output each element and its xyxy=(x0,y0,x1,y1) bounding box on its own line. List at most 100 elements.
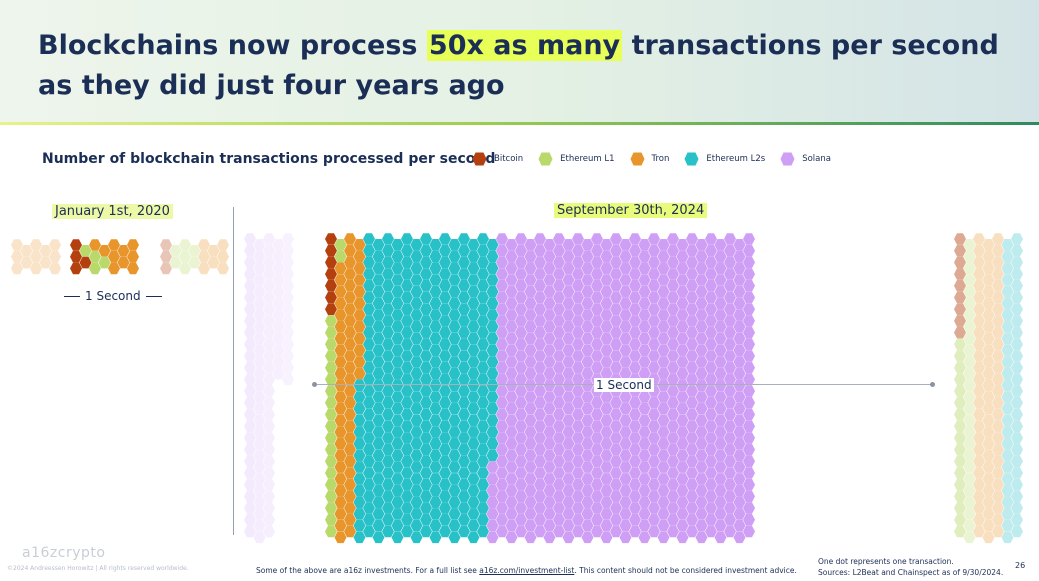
hex-solana xyxy=(695,414,708,427)
hex-solana xyxy=(724,478,736,491)
hex-solana xyxy=(572,291,584,304)
hex-solana xyxy=(714,414,727,427)
hex-ethereum-l2s xyxy=(353,484,366,497)
hex-solana xyxy=(619,250,632,263)
hex-bitcoin xyxy=(325,256,337,269)
hex-ethereum-l1 xyxy=(325,420,337,432)
hex-solana-faded xyxy=(253,449,266,462)
hex-solana xyxy=(581,297,594,310)
hex-solana xyxy=(724,490,736,503)
hex-ethereum-l2s xyxy=(467,332,480,345)
hex-solana-faded xyxy=(253,426,266,438)
hex-solana xyxy=(496,373,508,386)
hex-solana xyxy=(534,244,546,257)
hex-tron-faded xyxy=(982,473,995,485)
hex-ethereum-l2s xyxy=(363,256,375,269)
hex-tron-faded xyxy=(992,443,1004,456)
hex-ethereum-l2s xyxy=(382,443,394,456)
hex-solana xyxy=(619,437,632,450)
hex-bitcoin xyxy=(79,256,92,269)
disclaimer-text: Some of the above are a16z investments. … xyxy=(256,566,480,575)
hex-ethereum-l2s-faded xyxy=(1001,356,1014,368)
legend-item-bitcoin: Bitcoin xyxy=(472,152,523,166)
hex-solana xyxy=(534,385,546,397)
hex-solana xyxy=(714,519,727,532)
hex-solana xyxy=(714,344,727,356)
hex-ethereum-l2s xyxy=(458,525,470,538)
hex-ethereum-l2s xyxy=(420,443,432,456)
hex-tron xyxy=(344,467,356,479)
hex-tron-faded xyxy=(973,373,985,386)
hex-solana xyxy=(515,350,527,362)
hex-solana xyxy=(648,326,660,339)
hex-ethereum-l2s xyxy=(391,250,404,263)
hex-solana-faded xyxy=(282,244,294,257)
hex-solana xyxy=(581,402,594,415)
hex-ethereum-l2s xyxy=(467,239,480,251)
hex-ethereum-l2s xyxy=(429,344,442,356)
investment-list-link[interactable]: a16z.com/investment-list xyxy=(479,566,575,575)
hex-ethereum-l1 xyxy=(325,478,337,491)
hex-ethereum-l2s xyxy=(477,338,489,351)
hex-solana xyxy=(515,256,527,269)
hex-solana-faded xyxy=(263,350,275,362)
hex-solana xyxy=(686,303,698,315)
hex-solana xyxy=(496,525,508,538)
hex-ethereum-l1 xyxy=(325,467,337,479)
hex-ethereum-l2s xyxy=(448,239,461,251)
hex-solana xyxy=(733,309,746,321)
hex-solana-faded xyxy=(272,309,285,321)
hex-solana xyxy=(496,326,508,339)
hex-ethereum-l2s xyxy=(429,402,442,415)
hex-solana xyxy=(686,268,698,280)
hex-solana xyxy=(686,478,698,491)
hex-solana xyxy=(695,344,708,356)
hex-solana-faded xyxy=(282,373,294,386)
hex-solana xyxy=(524,309,537,321)
hex-ethereum-l1-faded xyxy=(963,297,976,310)
hex-tron-faded xyxy=(30,250,42,263)
hex-tron xyxy=(108,262,120,275)
hex-solana xyxy=(572,408,584,421)
hex-tron-faded xyxy=(30,262,42,275)
hex-solana xyxy=(553,385,565,397)
hex-solana xyxy=(543,344,556,356)
hex-solana xyxy=(553,280,565,292)
hex-ethereum-l1-faded xyxy=(963,332,976,345)
hex-ethereum-l2s xyxy=(467,473,480,485)
hex-solana xyxy=(553,443,565,456)
hex-tron-faded xyxy=(973,408,985,421)
hex-solana-faded xyxy=(263,326,275,339)
hex-solana xyxy=(657,473,670,485)
hex-ethereum-l2s xyxy=(401,385,413,397)
hex-bitcoin-faded xyxy=(160,239,172,251)
hex-solana xyxy=(667,338,679,351)
hex-ethereum-l2s-faded xyxy=(1001,426,1014,438)
hex-solana xyxy=(515,373,527,386)
hex-ethereum-l2s-faded xyxy=(1001,437,1014,450)
hex-ethereum-l2s xyxy=(382,361,394,374)
hex-solana xyxy=(515,397,527,409)
hex-ethereum-l2s xyxy=(420,385,432,397)
hex-solana xyxy=(629,233,641,245)
hex-solana xyxy=(638,250,651,263)
hex-ethereum-l2s xyxy=(486,426,499,438)
hex-solana xyxy=(496,420,508,432)
hex-solana xyxy=(638,320,651,333)
hex-ethereum-l2s-faded xyxy=(1011,514,1023,526)
hex-solana xyxy=(686,397,698,409)
hex-solana xyxy=(572,385,584,397)
hex-bitcoin xyxy=(325,233,337,245)
hex-solana xyxy=(515,315,527,327)
hex-bitcoin-faded xyxy=(954,268,966,280)
hex-solana xyxy=(543,461,556,473)
hex-ethereum-l2s xyxy=(420,397,432,409)
chart-title-2020: January 1st, 2020 xyxy=(52,204,173,219)
hex-ethereum-l1-faded xyxy=(963,426,976,438)
hex-tron xyxy=(334,309,347,321)
hex-solana xyxy=(572,280,584,292)
hex-solana-faded xyxy=(263,408,275,421)
hex-solana xyxy=(667,420,679,432)
hex-solana xyxy=(505,274,518,286)
hex-ethereum-l1 xyxy=(89,262,101,275)
